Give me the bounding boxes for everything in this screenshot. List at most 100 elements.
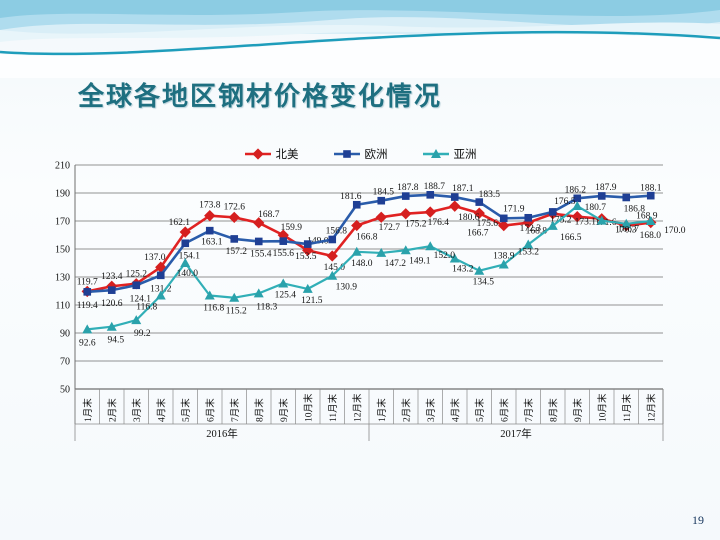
svg-text:180.6: 180.6 — [458, 213, 480, 223]
svg-text:170.3: 170.3 — [615, 226, 637, 236]
svg-text:2017年: 2017年 — [500, 427, 532, 440]
legend-label: 北美 — [275, 149, 299, 161]
svg-text:154.1: 154.1 — [179, 251, 201, 261]
svg-text:11月末: 11月末 — [621, 393, 633, 422]
svg-text:6月末: 6月末 — [498, 398, 510, 422]
svg-text:188.7: 188.7 — [424, 182, 446, 192]
svg-text:8月末: 8月末 — [547, 398, 559, 422]
svg-text:187.8: 187.8 — [397, 183, 419, 193]
svg-text:168.0: 168.0 — [640, 231, 662, 241]
svg-text:168.8: 168.8 — [526, 227, 548, 237]
svg-text:159.9: 159.9 — [281, 223, 303, 233]
svg-text:180.7: 180.7 — [585, 203, 607, 213]
svg-text:166.7: 166.7 — [618, 225, 640, 235]
svg-text:187.1: 187.1 — [452, 184, 474, 194]
svg-text:170: 170 — [55, 217, 70, 228]
svg-text:166.8: 166.8 — [356, 232, 378, 242]
svg-text:140.0: 140.0 — [177, 269, 199, 279]
svg-text:172.7: 172.7 — [379, 223, 401, 233]
svg-text:2月末: 2月末 — [400, 398, 412, 422]
svg-text:130: 130 — [55, 273, 70, 284]
wave-decoration — [0, 0, 720, 78]
legend-diamond-icon — [244, 148, 271, 160]
legend-item-1: 欧洲 — [333, 146, 388, 162]
legend-item-2: 亚洲 — [422, 146, 477, 162]
svg-text:116.8: 116.8 — [136, 302, 157, 312]
svg-text:153.5: 153.5 — [295, 252, 317, 262]
svg-text:5月末: 5月末 — [180, 398, 192, 422]
svg-text:1月末: 1月末 — [82, 398, 94, 422]
svg-text:153.2: 153.2 — [518, 248, 540, 258]
svg-text:94.5: 94.5 — [107, 336, 124, 346]
svg-text:183.5: 183.5 — [479, 190, 501, 200]
svg-text:90: 90 — [60, 329, 70, 340]
svg-text:8月末: 8月末 — [253, 398, 265, 422]
svg-text:152.0: 152.0 — [434, 251, 456, 261]
legend-triangle-icon — [422, 149, 449, 158]
svg-text:116.8: 116.8 — [203, 303, 224, 313]
svg-text:155.6: 155.6 — [273, 249, 295, 259]
svg-text:125.2: 125.2 — [126, 270, 148, 280]
svg-text:181.6: 181.6 — [340, 192, 362, 202]
svg-text:118.3: 118.3 — [256, 302, 277, 312]
legend-square-icon — [333, 150, 360, 158]
svg-text:119.7: 119.7 — [77, 277, 98, 287]
svg-text:187.9: 187.9 — [595, 183, 617, 193]
svg-text:131.2: 131.2 — [150, 284, 172, 294]
chart-legend: 北美 欧洲 亚洲 — [0, 146, 720, 162]
svg-text:12月末: 12月末 — [645, 393, 657, 422]
svg-text:172.6: 172.6 — [224, 202, 246, 212]
svg-text:130.9: 130.9 — [336, 283, 358, 293]
svg-text:11月末: 11月末 — [327, 393, 339, 422]
svg-text:210: 210 — [55, 161, 70, 172]
svg-text:9月末: 9月末 — [572, 398, 584, 422]
svg-text:4月末: 4月末 — [155, 398, 167, 422]
page-number: 19 — [692, 513, 704, 527]
svg-text:119.4: 119.4 — [77, 301, 98, 311]
svg-text:124.1: 124.1 — [130, 294, 152, 304]
svg-text:186.2: 186.2 — [565, 185, 587, 195]
svg-text:162.1: 162.1 — [169, 218, 191, 228]
svg-text:170.0: 170.0 — [664, 226, 686, 236]
svg-text:120.6: 120.6 — [101, 299, 123, 309]
svg-text:70: 70 — [60, 357, 70, 368]
svg-text:10月末: 10月末 — [596, 393, 608, 422]
svg-text:166.7: 166.7 — [467, 229, 489, 239]
svg-text:168.7: 168.7 — [258, 210, 280, 220]
svg-text:175.2: 175.2 — [405, 220, 427, 230]
slide-title: 全球各地区钢材价格变化情况 — [78, 82, 443, 111]
svg-text:121.5: 121.5 — [301, 296, 323, 306]
svg-text:10月末: 10月末 — [302, 393, 314, 422]
svg-text:150: 150 — [55, 245, 70, 256]
svg-text:176.4: 176.4 — [428, 218, 450, 228]
svg-text:190: 190 — [55, 189, 70, 200]
svg-text:148.0: 148.0 — [351, 259, 373, 269]
svg-text:50: 50 — [60, 385, 70, 396]
svg-text:168.9: 168.9 — [636, 212, 658, 222]
svg-text:2月末: 2月末 — [106, 398, 118, 422]
svg-text:99.2: 99.2 — [134, 329, 151, 339]
svg-text:1月末: 1月末 — [376, 398, 388, 422]
svg-text:5月末: 5月末 — [474, 398, 486, 422]
svg-text:12月末: 12月末 — [351, 393, 363, 422]
svg-text:172.3: 172.3 — [520, 224, 542, 234]
svg-text:110: 110 — [55, 301, 70, 312]
svg-text:3月末: 3月末 — [131, 398, 143, 422]
svg-text:92.6: 92.6 — [79, 338, 96, 348]
legend-label: 欧洲 — [364, 149, 388, 161]
svg-text:7月末: 7月末 — [229, 398, 241, 422]
svg-text:4月末: 4月末 — [449, 398, 461, 422]
svg-text:123.4: 123.4 — [101, 272, 123, 282]
svg-text:155.4: 155.4 — [250, 249, 272, 259]
svg-text:125.4: 125.4 — [275, 290, 297, 300]
svg-text:137.0: 137.0 — [144, 253, 166, 263]
svg-text:147.2: 147.2 — [385, 259, 407, 269]
svg-text:171.6: 171.6 — [595, 218, 617, 228]
legend-item-0: 北美 — [244, 146, 299, 162]
svg-text:173.8: 173.8 — [199, 201, 221, 211]
svg-text:7月末: 7月末 — [523, 398, 535, 422]
svg-text:145.0: 145.0 — [324, 263, 346, 273]
legend-label: 亚洲 — [453, 149, 477, 161]
